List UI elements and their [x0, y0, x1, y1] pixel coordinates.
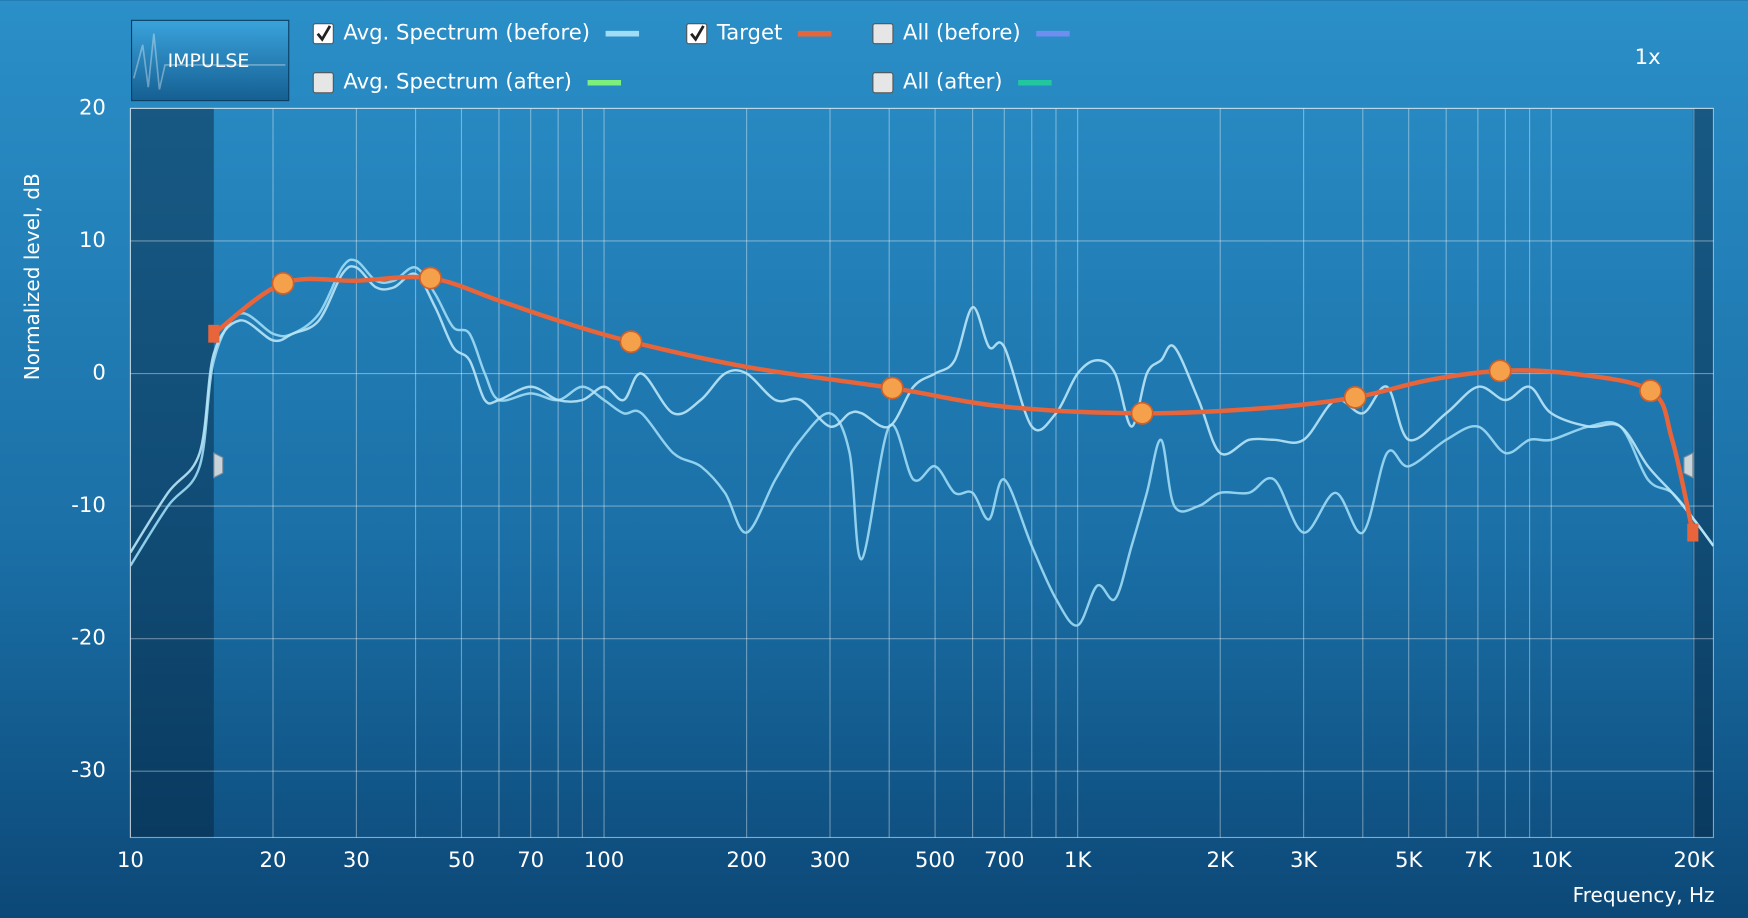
legend-label: Target [716, 20, 783, 45]
legend-label: Avg. Spectrum (after) [343, 69, 572, 94]
curves [130, 258, 1714, 627]
x-tick-label: 200 [726, 847, 766, 872]
logo-frame [130, 19, 290, 102]
logo-button[interactable]: IMPULSE [130, 19, 290, 102]
excluded-range-low [130, 108, 214, 838]
checkmark [690, 25, 705, 42]
target-handle[interactable] [1639, 379, 1662, 403]
target-end-marker[interactable] [208, 324, 220, 343]
zoom-label[interactable]: 1x [1635, 44, 1661, 69]
y-axis-label: Normalized level, dB [20, 173, 44, 380]
x-tick-label: 30 [343, 847, 370, 872]
checkmark [316, 25, 332, 42]
x-tick-label: 7K [1464, 847, 1492, 872]
plot-frame [129, 107, 1714, 839]
legend: Avg. Spectrum (before) Target All (before)… [312, 20, 1070, 94]
x-tick-label: 20K [1673, 847, 1715, 872]
y-tick-label: -10 [71, 492, 106, 517]
x-tick-label: 20 [260, 847, 287, 872]
legend-label: All (before) [903, 20, 1021, 45]
target-handle[interactable] [1130, 401, 1154, 425]
x-tick-label: 2K [1207, 847, 1235, 872]
target-end-marker[interactable] [1687, 523, 1699, 542]
target-handle[interactable] [1343, 385, 1367, 409]
x-tick-label: 500 [915, 847, 955, 872]
target-handle[interactable] [271, 271, 295, 295]
legend-item[interactable]: All (after) [872, 69, 1052, 94]
range-handle-high[interactable] [1683, 452, 1694, 479]
x-tick-label: 5K [1395, 847, 1423, 872]
x-tick-label: 100 [584, 847, 624, 872]
target-handle[interactable] [419, 266, 442, 290]
legend-item[interactable]: Avg. Spectrum (before) [312, 20, 640, 45]
legend-item[interactable]: All (before) [872, 20, 1070, 45]
x-tick-label: 10 [117, 847, 144, 872]
target-handle[interactable] [1488, 359, 1512, 383]
spectrum-line [130, 265, 1714, 554]
x-tick-label: 700 [984, 847, 1024, 872]
checkbox[interactable] [872, 72, 894, 94]
y-tick-label: -30 [71, 757, 106, 782]
x-tick-label: 300 [810, 847, 850, 872]
x-tick-label: 70 [517, 847, 544, 872]
excluded-range-high [1692, 108, 1714, 838]
legend-label: All (after) [903, 69, 1003, 94]
x-tick-label: 50 [448, 847, 475, 872]
logo-text: IMPULSE [168, 50, 250, 72]
legend-item[interactable]: Avg. Spectrum (after) [312, 69, 622, 94]
legend-label: Avg. Spectrum (before) [343, 20, 590, 45]
y-tick-label: 10 [79, 227, 106, 252]
x-tick-label: 10K [1531, 847, 1573, 872]
checkbox[interactable] [872, 23, 894, 45]
plot-area: -30 -20 -10 0 10 20 10 20 30 50 70 100 200 300 500 700 1… [71, 94, 1715, 871]
target-handle[interactable] [619, 330, 643, 354]
y-tick-label: -20 [71, 625, 106, 650]
x-tick-label: 3K [1290, 847, 1318, 872]
x-axis-label: Frequency, Hz [1573, 883, 1715, 907]
range-handle-low[interactable] [213, 452, 224, 479]
y-tick-label: 0 [92, 360, 105, 385]
logo-wave [132, 33, 286, 90]
legend-item[interactable]: Target [686, 20, 832, 45]
x-tick-label: 1K [1064, 847, 1092, 872]
target-handle[interactable] [880, 376, 904, 400]
checkbox[interactable] [312, 72, 334, 94]
y-tick-label: 20 [79, 94, 106, 119]
